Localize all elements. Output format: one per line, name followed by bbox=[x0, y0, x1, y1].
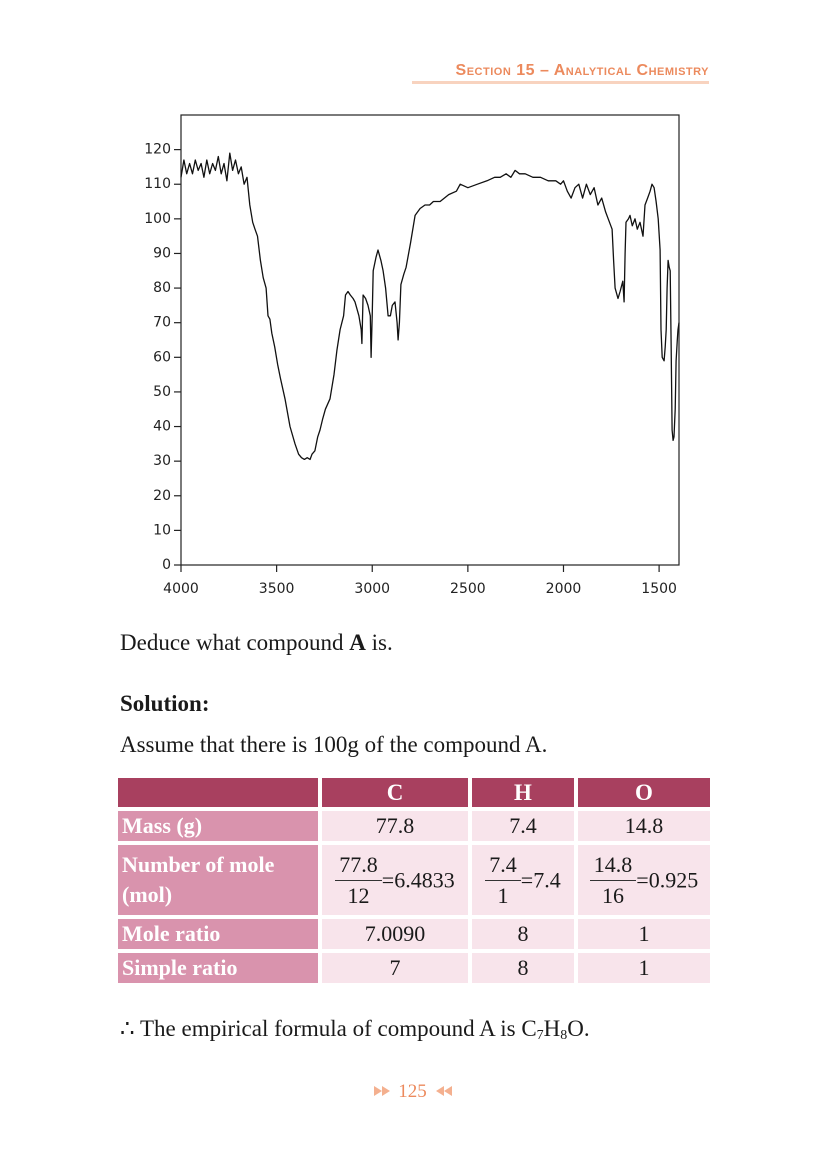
conclusion-end: . bbox=[583, 1016, 590, 1041]
y-tick-label: 20 bbox=[153, 488, 171, 504]
numerator: 14.8 bbox=[589, 850, 637, 881]
x-tick-label: 3500 bbox=[259, 581, 295, 597]
cell: 1 bbox=[578, 953, 710, 983]
formula-element: O bbox=[567, 1016, 584, 1041]
y-tick-label: 100 bbox=[144, 211, 171, 227]
numerator: 7.4 bbox=[485, 850, 521, 881]
y-tick-label: 40 bbox=[153, 419, 171, 435]
x-tick-label: 1500 bbox=[641, 581, 677, 597]
formula-element: C bbox=[521, 1016, 537, 1041]
y-tick-label: 10 bbox=[153, 522, 171, 538]
cell: 7.0090 bbox=[322, 919, 468, 949]
question-bold: A bbox=[349, 630, 366, 655]
formula-subscript: 7 bbox=[536, 1028, 544, 1043]
cell: 77.8 bbox=[322, 811, 468, 841]
result: =6.4833 bbox=[381, 867, 455, 892]
formula-element: H bbox=[543, 1016, 561, 1041]
page-number: 125 bbox=[398, 1081, 427, 1102]
cell: 77.8 12 =6.4833 bbox=[322, 845, 468, 915]
y-tick-label: 70 bbox=[153, 315, 171, 331]
row: Simple ratio 7 8 1 bbox=[118, 953, 710, 983]
cell: 14.8 bbox=[578, 811, 710, 841]
numerator: 77.8 bbox=[335, 850, 382, 881]
cell: 1 bbox=[578, 919, 710, 949]
x-tick-label: 2500 bbox=[450, 581, 486, 597]
cell: 7 bbox=[322, 953, 468, 983]
row: Number of mole (mol) 77.8 12 =6.4833 7.4 1 =… bbox=[118, 845, 710, 915]
cell: 7.4 1 =7.4 bbox=[472, 845, 574, 915]
row: Mole ratio 7.0090 8 1 bbox=[118, 919, 710, 949]
ir-spectrum: 0 10 20 30 40 50 60 70 80 90 100 110 120 4000 3500 3000… bbox=[144, 114, 680, 597]
cell: 8 bbox=[472, 953, 574, 983]
cell: 14.8 16 =0.925 bbox=[578, 845, 710, 915]
row-label: Number of mole (mol) bbox=[118, 845, 318, 915]
conclusion-text: The empirical formula of compound A is bbox=[134, 1016, 522, 1041]
x-tick-label: 2000 bbox=[546, 581, 582, 597]
row-label: Mass (g) bbox=[118, 811, 318, 841]
solution-heading: Solution: bbox=[120, 691, 210, 716]
question-end: is. bbox=[365, 630, 393, 655]
cell: 8 bbox=[472, 919, 574, 949]
y-tick-label: 60 bbox=[153, 349, 171, 365]
arrow-icon bbox=[435, 1086, 452, 1096]
denominator: 1 bbox=[497, 882, 509, 908]
result: =0.925 bbox=[636, 867, 699, 892]
cell: 7.4 bbox=[472, 811, 574, 841]
header-row: C H O bbox=[118, 778, 710, 807]
y-tick-label: 50 bbox=[153, 384, 171, 400]
x-tick-label: 4000 bbox=[163, 581, 199, 597]
column-header: C bbox=[322, 778, 468, 807]
arrow-icon bbox=[373, 1086, 390, 1096]
y-tick-label: 120 bbox=[144, 142, 171, 158]
question-text: Deduce what compound bbox=[120, 630, 350, 655]
y-tick-label: 80 bbox=[153, 280, 171, 296]
question: Deduce what compound A is. bbox=[120, 630, 393, 656]
y-tick-label: 110 bbox=[144, 176, 171, 192]
corner-cell bbox=[118, 778, 318, 807]
spectrum-line bbox=[180, 152, 680, 461]
footer: 125 bbox=[0, 1081, 825, 1103]
y-tick-label: 30 bbox=[153, 453, 171, 469]
assumption: Assume that there is 100g of the compoun… bbox=[120, 732, 548, 757]
mole-table: C H O Mass (g) 77.8 7.4 14.8 Number of m… bbox=[114, 774, 714, 987]
column-header: H bbox=[472, 778, 574, 807]
denominator: 12 bbox=[347, 882, 370, 908]
y-tick-label: 0 bbox=[162, 557, 171, 573]
column-header: O bbox=[578, 778, 710, 807]
row-label: Mole ratio bbox=[118, 919, 318, 949]
denominator: 16 bbox=[602, 882, 625, 908]
section-header: Section 15 – Analytical Chemistry bbox=[412, 62, 709, 84]
formula-subscript: 8 bbox=[560, 1028, 568, 1043]
row-label: Simple ratio bbox=[118, 953, 318, 983]
plot-frame bbox=[180, 114, 680, 566]
row: Mass (g) 77.8 7.4 14.8 bbox=[118, 811, 710, 841]
y-tick-label: 90 bbox=[153, 245, 171, 261]
therefore: ∴ bbox=[120, 1016, 135, 1041]
x-tick-label: 3000 bbox=[354, 581, 390, 597]
conclusion: ∴ The empirical formula of compound A is… bbox=[120, 1016, 590, 1044]
result: =7.4 bbox=[520, 867, 561, 892]
